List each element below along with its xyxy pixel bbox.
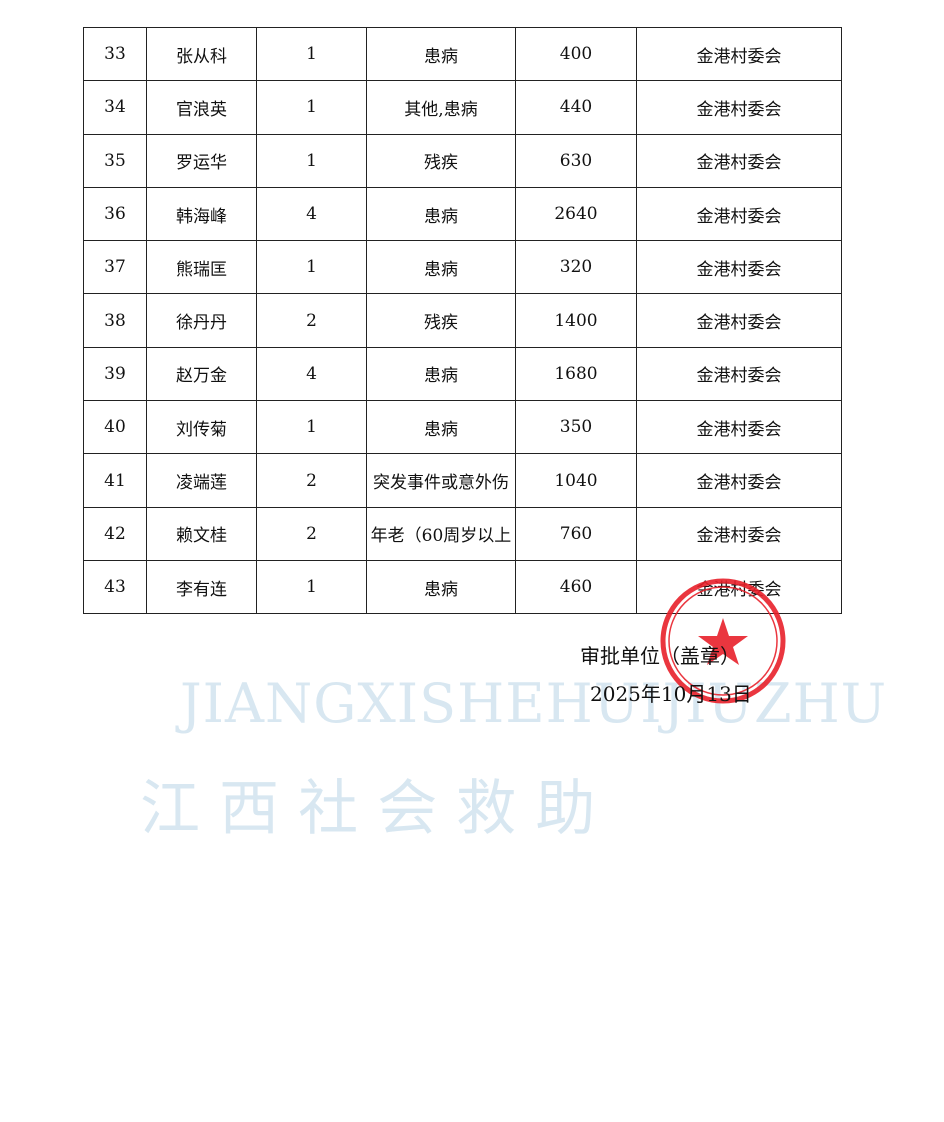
table-cell: 患病: [366, 240, 516, 295]
table-cell: 1: [256, 26, 367, 82]
table-cell: 34: [83, 80, 147, 135]
table-cell: 罗运华: [146, 133, 257, 188]
table-cell: 残疾: [366, 133, 516, 188]
table-cell: 2640: [515, 186, 637, 242]
table-cell: 其他,患病: [366, 80, 516, 135]
table-cell: 凌端莲: [146, 453, 257, 508]
table-cell: 2: [256, 293, 367, 348]
table-cell: 徐丹丹: [146, 293, 257, 348]
table-cell: 2: [256, 506, 367, 561]
table-row: 40 刘传菊 1 患病 350 金港村委会: [83, 400, 842, 455]
table-cell: 440: [515, 80, 637, 135]
table-cell: 金港村委会: [636, 293, 842, 348]
table-row: 37 熊瑞匡 1 患病 320 金港村委会: [83, 240, 842, 295]
table-cell: 金港村委会: [636, 559, 842, 615]
table-cell: 350: [515, 400, 637, 455]
table-cell: 39: [83, 346, 147, 402]
table-row: 42 赖文桂 2 年老（60周岁以上 760 金港村委会: [83, 506, 842, 561]
table-cell: 1040: [515, 453, 637, 508]
table-cell: 官浪英: [146, 80, 257, 135]
table-cell: 43: [83, 559, 147, 615]
seal: [660, 578, 786, 704]
table-row: 38 徐丹丹 2 残疾 1400 金港村委会: [83, 293, 842, 348]
approver: 审批单位（盖章）: [580, 644, 740, 668]
table-cell: 金港村委会: [636, 453, 842, 508]
table-cell: 320: [515, 240, 637, 295]
table-cell: 张从科: [146, 26, 257, 82]
table-cell: 李有连: [146, 559, 257, 615]
table-cell: 41: [83, 453, 147, 508]
table-row: 34 官浪英 1 其他,患病 440 金港村委会: [83, 80, 842, 135]
table-cell: 35: [83, 133, 147, 188]
table-cell: 630: [515, 133, 637, 188]
table-cell: 患病: [366, 559, 516, 615]
table-cell: 760: [515, 506, 637, 561]
table-row: 35 罗运华 1 残疾 630 金港村委会: [83, 133, 842, 188]
table-cell: 42: [83, 506, 147, 561]
table-cell: 38: [83, 293, 147, 348]
table-cell: 突发事件或意外伤: [366, 453, 516, 508]
table-cell: 1680: [515, 346, 637, 402]
table-row: 36 韩海峰 4 患病 2640 金港村委会: [83, 186, 842, 242]
table-cell: 韩海峰: [146, 186, 257, 242]
table-cell: 患病: [366, 186, 516, 242]
table: 33 张从科 1 患病 400 金港村委会 34 官浪英 1 其他,患病 440 金港村委会 35 罗运华…: [83, 26, 842, 615]
table-cell: 1400: [515, 293, 637, 348]
table-row: 41 凌端莲 2 突发事件或意外伤 1040 金港村委会: [83, 453, 842, 508]
table-cell: 熊瑞匡: [146, 240, 257, 295]
table-cell: 1: [256, 133, 367, 188]
table-row: 43 李有连 1 患病 460 金港村委会: [83, 559, 842, 615]
table-cell: 33: [83, 26, 147, 82]
table-cell: 4: [256, 186, 367, 242]
table-cell: 1: [256, 400, 367, 455]
table-cell: 1: [256, 559, 367, 615]
table-cell: 金港村委会: [636, 133, 842, 188]
table-row: 39 赵万金 4 患病 1680 金港村委会: [83, 346, 842, 402]
table-cell: 金港村委会: [636, 240, 842, 295]
table-row: 33 张从科 1 患病 400 金港村委会: [83, 26, 842, 82]
table-cell: 金港村委会: [636, 80, 842, 135]
table-cell: 金港村委会: [636, 186, 842, 242]
table-cell: 36: [83, 186, 147, 242]
table-cell: 患病: [366, 400, 516, 455]
table-cell: 2: [256, 453, 367, 508]
table-cell: 1: [256, 80, 367, 135]
table-cell: 患病: [366, 346, 516, 402]
table-cell: 400: [515, 26, 637, 82]
table-cell: 4: [256, 346, 367, 402]
table-cell: 患病: [366, 26, 516, 82]
watermark-chinese: 江 西 社 会 救 助: [140, 774, 596, 844]
table-cell: 赖文桂: [146, 506, 257, 561]
table-cell: 460: [515, 559, 637, 615]
table-cell: 刘传菊: [146, 400, 257, 455]
date: 2025年10月13日: [590, 682, 752, 706]
table-cell: 金港村委会: [636, 506, 842, 561]
table-cell: 残疾: [366, 293, 516, 348]
table-cell: 赵万金: [146, 346, 257, 402]
table-cell: 年老（60周岁以上: [366, 506, 516, 561]
table-cell: 金港村委会: [636, 400, 842, 455]
table-cell: 1: [256, 240, 367, 295]
table-cell: 37: [83, 240, 147, 295]
table-cell: 金港村委会: [636, 346, 842, 402]
table-cell: 40: [83, 400, 147, 455]
table-cell: 金港村委会: [636, 26, 842, 82]
